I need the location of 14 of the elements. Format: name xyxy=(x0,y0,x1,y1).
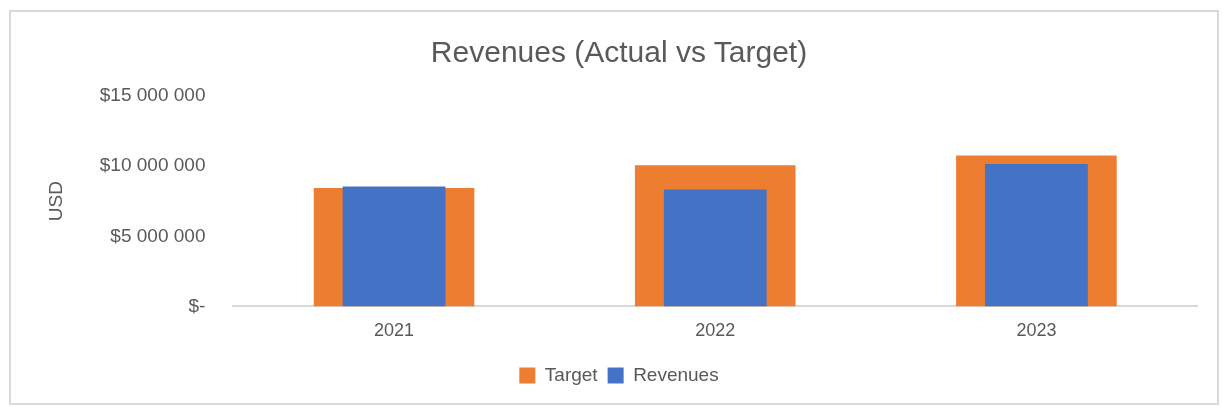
bar xyxy=(663,189,767,307)
legend-label: Target xyxy=(544,363,599,385)
y-tick-label: $10 000 000 xyxy=(99,154,206,176)
y-tick-label: $- xyxy=(188,294,206,316)
y-axis-title: USD xyxy=(44,181,66,222)
bar xyxy=(985,163,1088,307)
x-tick-label: 2021 xyxy=(374,320,415,341)
y-tick-label: $15 000 000 xyxy=(99,84,206,106)
legend-label: Revenues xyxy=(633,363,719,385)
bar xyxy=(342,186,446,307)
x-tick-label: 2022 xyxy=(695,320,736,341)
y-tick-label: $5 000 000 xyxy=(110,224,206,246)
x-tick-label: 2023 xyxy=(1016,320,1057,341)
chart-title: Revenues (Actual vs Target) xyxy=(430,35,808,69)
